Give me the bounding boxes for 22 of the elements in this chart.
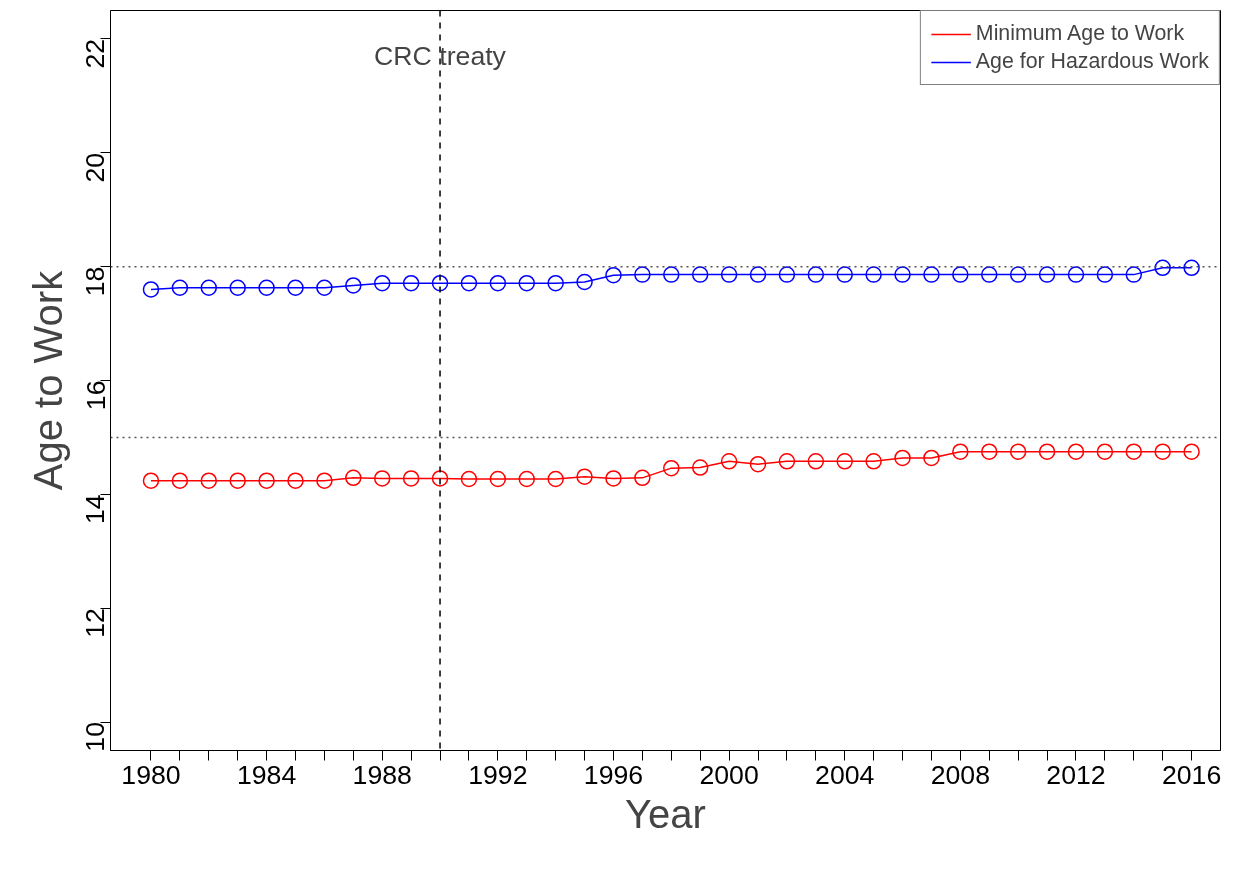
x-tick-label: 1992 <box>468 759 528 790</box>
y-tick-label: 18 <box>80 266 111 297</box>
y-tick-label: 22 <box>80 38 111 69</box>
y-tick-label: 14 <box>80 494 111 524</box>
legend-label: Minimum Age to Work <box>975 21 1185 46</box>
y-tick-label: 10 <box>80 722 111 752</box>
ref-line-label: CRC treaty <box>374 41 507 72</box>
y-tick-label: 12 <box>80 608 111 638</box>
x-tick-label: 2016 <box>1161 759 1222 790</box>
x-tick-label: 1996 <box>583 759 644 790</box>
y-axis-title: Age to Work <box>25 269 70 491</box>
x-axis-title: Year <box>625 791 706 836</box>
x-tick-label: 2012 <box>1046 759 1106 790</box>
x-tick-label: 2004 <box>815 759 875 790</box>
x-tick-label: 2008 <box>930 759 991 790</box>
x-tick-label: 1980 <box>121 759 181 790</box>
y-tick-label: 20 <box>80 152 111 183</box>
x-tick-label: 1988 <box>352 759 412 790</box>
x-tick-label: 1984 <box>236 759 297 790</box>
legend-label: Age for Hazardous Work <box>975 49 1209 74</box>
y-tick-label: 16 <box>80 380 111 411</box>
x-tick-label: 2000 <box>699 759 759 790</box>
